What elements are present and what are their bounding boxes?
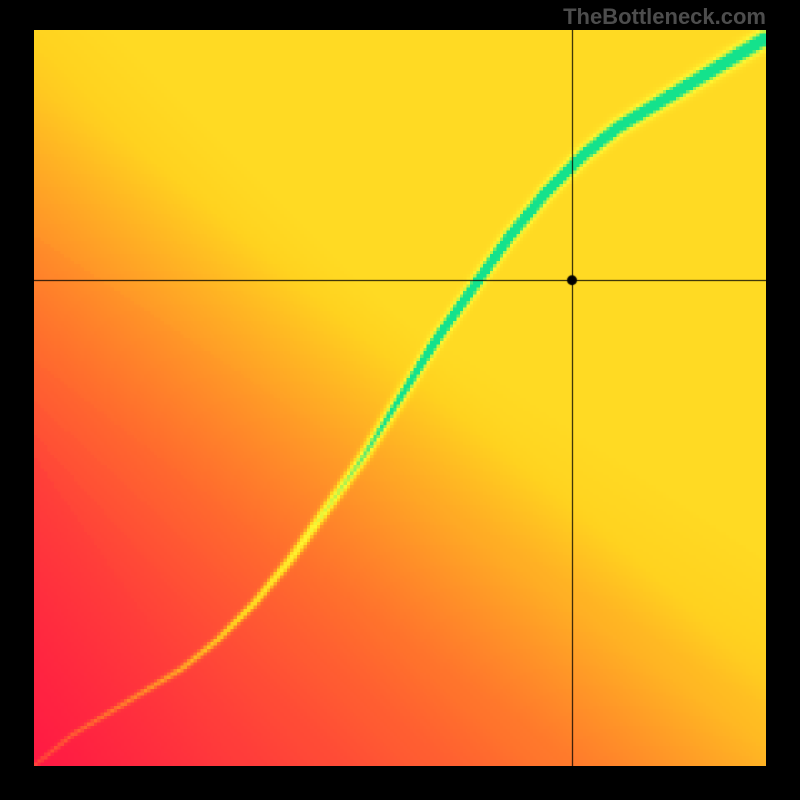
watermark-text: TheBottleneck.com	[563, 4, 766, 30]
chart-container: TheBottleneck.com	[0, 0, 800, 800]
overlay-canvas	[34, 30, 766, 766]
